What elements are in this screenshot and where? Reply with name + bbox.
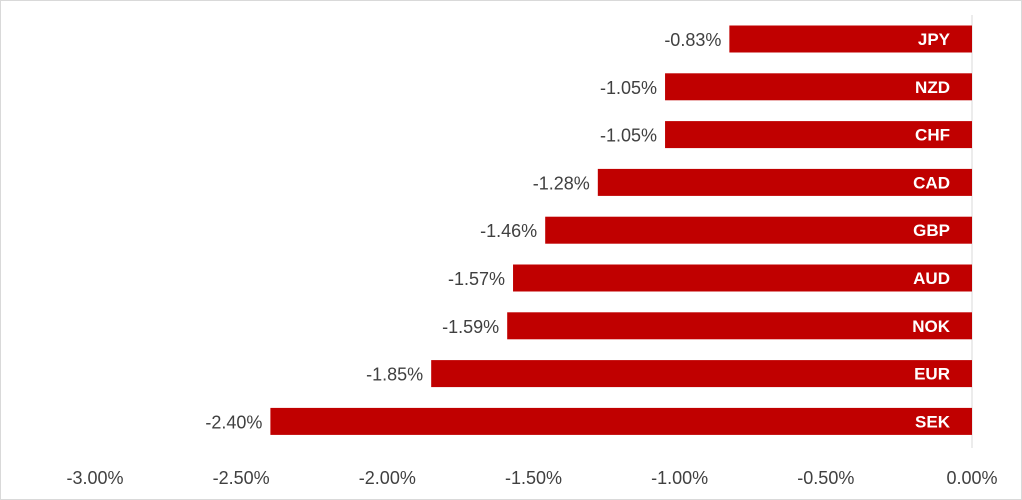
- category-label-cad: CAD: [913, 173, 950, 192]
- value-label-cad: -1.28%: [533, 173, 590, 193]
- x-tick-label: -1.00%: [651, 468, 708, 488]
- bar-jpy: [729, 25, 972, 53]
- x-tick-label: -2.00%: [359, 468, 416, 488]
- category-label-chf: CHF: [915, 126, 950, 145]
- x-tick-label: -2.50%: [213, 468, 270, 488]
- category-label-nzd: NZD: [915, 78, 950, 97]
- category-label-jpy: JPY: [918, 30, 951, 49]
- bar-nzd: [665, 73, 972, 101]
- x-tick-label: -3.00%: [66, 468, 123, 488]
- x-tick-label: -0.50%: [797, 468, 854, 488]
- x-tick-label: -1.50%: [505, 468, 562, 488]
- category-label-aud: AUD: [913, 269, 950, 288]
- category-label-eur: EUR: [914, 365, 950, 384]
- category-label-sek: SEK: [915, 412, 951, 431]
- category-label-nok: NOK: [912, 317, 951, 336]
- value-label-jpy: -0.83%: [664, 30, 721, 50]
- value-label-sek: -2.40%: [205, 412, 262, 432]
- value-label-nok: -1.59%: [442, 317, 499, 337]
- bar-gbp: [545, 216, 972, 244]
- value-label-chf: -1.05%: [600, 126, 657, 146]
- x-tick-label: 0.00%: [946, 468, 997, 488]
- bar-aud: [513, 264, 972, 292]
- bar-chf: [665, 121, 972, 149]
- value-label-aud: -1.57%: [448, 269, 505, 289]
- value-label-eur: -1.85%: [366, 365, 423, 385]
- value-label-gbp: -1.46%: [480, 221, 537, 241]
- bars-group: JPY -0.83% NZD -1.05% CHF -1.05% CAD -1.28% GBP -…: [205, 25, 972, 435]
- x-axis-ticks: -3.00% -2.50% -2.00% -1.50% -1.00% -0.50% 0.00…: [66, 468, 997, 488]
- value-label-nzd: -1.05%: [600, 78, 657, 98]
- bar-cad: [597, 168, 972, 196]
- bar-eur: [431, 360, 972, 388]
- bar-nok: [507, 312, 972, 340]
- category-label-gbp: GBP: [913, 221, 950, 240]
- bar-sek: [270, 407, 972, 435]
